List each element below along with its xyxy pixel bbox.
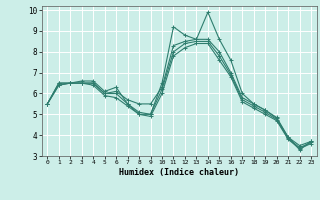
X-axis label: Humidex (Indice chaleur): Humidex (Indice chaleur)	[119, 168, 239, 177]
